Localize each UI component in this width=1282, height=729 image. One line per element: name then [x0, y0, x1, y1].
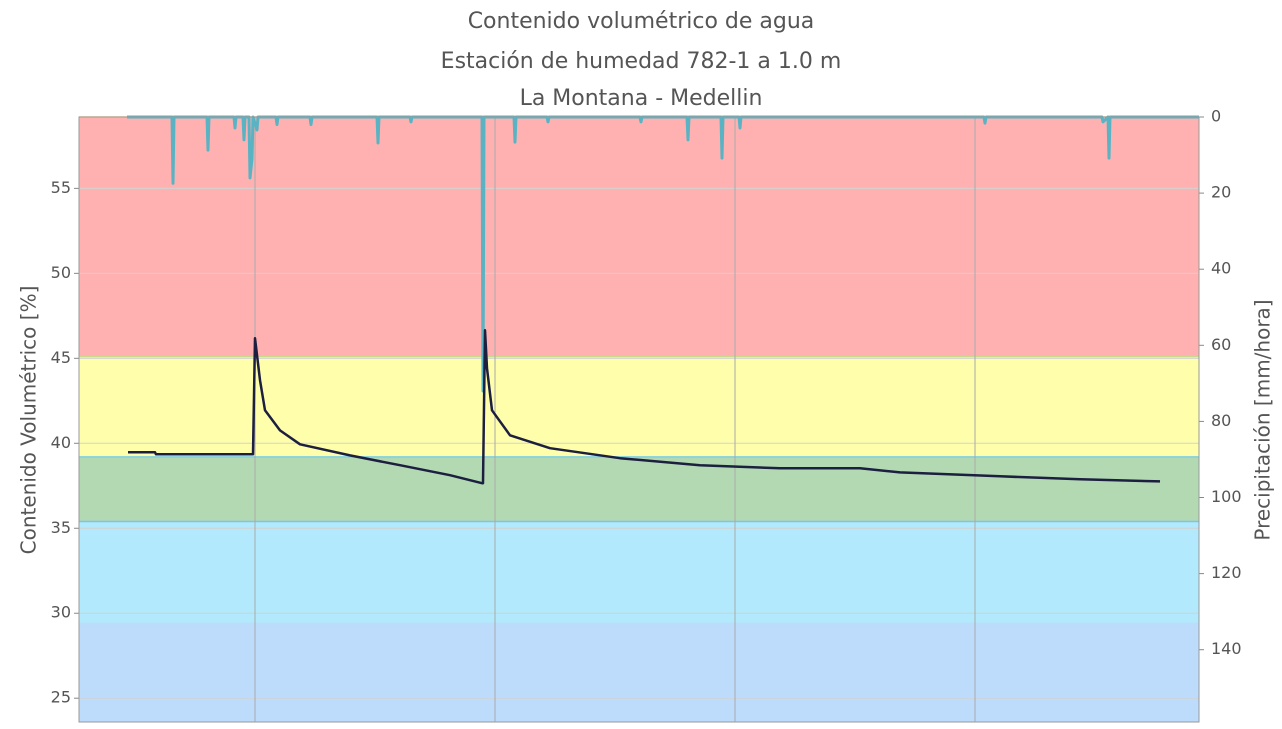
chart-title: Contenido volumétrico de agua — [468, 9, 815, 34]
y2-tick-label: 120 — [1211, 563, 1242, 582]
y-tick-label: 30 — [51, 603, 71, 622]
y2-tick-label: 0 — [1211, 107, 1221, 126]
band — [79, 521, 1199, 624]
band — [79, 356, 1199, 457]
y2-axis-label: Precipitación [mm/hora] — [1251, 299, 1275, 540]
y-tick-label: 40 — [51, 433, 71, 452]
series-line — [128, 329, 1161, 485]
y-axis-label: Contenido Volumétrico [%] — [17, 286, 41, 555]
band — [79, 456, 1199, 522]
y2-tick-label: 140 — [1211, 639, 1242, 658]
y-tick-label: 35 — [51, 518, 71, 537]
y2-tick-label: 20 — [1211, 183, 1231, 202]
band — [79, 117, 1199, 357]
y2-tick-label: 80 — [1211, 411, 1231, 430]
y-tick-label: 55 — [51, 178, 71, 197]
band — [79, 623, 1199, 722]
plot-frame — [78, 116, 1200, 723]
y2-tick-label: 40 — [1211, 259, 1231, 278]
chart-subtitle: La Montana - Medellin — [520, 86, 763, 111]
y2-tick-label: 60 — [1211, 335, 1231, 354]
y-tick-label: 50 — [51, 263, 71, 282]
y-tick-label: 25 — [51, 688, 71, 707]
y-tick-label: 45 — [51, 348, 71, 367]
chart-subtitle: Estación de humedad 782-1 a 1.0 m — [441, 49, 842, 74]
y2-tick-label: 100 — [1211, 487, 1242, 506]
